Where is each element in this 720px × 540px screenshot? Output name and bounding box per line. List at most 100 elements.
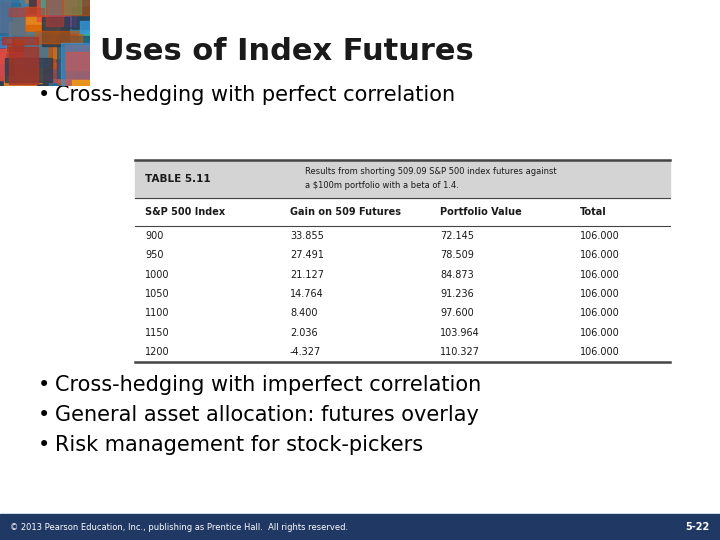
Bar (37, 0, 64, 21)
Bar (27, 25, 55, 68)
Text: 97.600: 97.600 (440, 308, 474, 319)
Text: 14.764: 14.764 (290, 289, 324, 299)
Bar (0, 40, 5, 75)
Bar (35, 31, 82, 43)
Text: Risk management for stock-pickers: Risk management for stock-pickers (55, 435, 423, 455)
Text: General asset allocation: futures overlay: General asset allocation: futures overla… (55, 405, 479, 425)
Bar (77, 0, 109, 26)
Text: Portfolio Value: Portfolio Value (440, 207, 522, 217)
Bar (58, 39, 70, 84)
Bar (7, 44, 25, 75)
Text: •: • (38, 85, 50, 105)
Bar (33, 14, 73, 46)
Text: 21.127: 21.127 (290, 269, 324, 280)
Text: 103.964: 103.964 (440, 328, 480, 338)
Text: 950: 950 (145, 250, 163, 260)
Text: 106.000: 106.000 (580, 328, 620, 338)
Bar (72, 8, 91, 29)
Text: 27.491: 27.491 (290, 250, 324, 260)
Bar (74, 43, 117, 86)
Bar (29, 0, 61, 11)
Text: a $100m portfolio with a beta of 1.4.: a $100m portfolio with a beta of 1.4. (305, 181, 459, 191)
Bar (0, 11, 38, 24)
Text: -4.327: -4.327 (290, 347, 321, 357)
Text: 1100: 1100 (145, 308, 169, 319)
Text: 1000: 1000 (145, 269, 169, 280)
Text: 1150: 1150 (145, 328, 170, 338)
Text: 2.036: 2.036 (290, 328, 318, 338)
Text: 106.000: 106.000 (580, 269, 620, 280)
Bar (66, 7, 89, 25)
Bar (74, 15, 117, 39)
Bar (0, 514, 720, 540)
Text: S&P 500 Index: S&P 500 Index (145, 207, 225, 217)
Text: 72.145: 72.145 (440, 231, 474, 241)
Bar (78, 3, 119, 18)
Bar (57, 36, 94, 78)
Text: •: • (38, 405, 50, 425)
Bar (66, 52, 116, 86)
Bar (30, 0, 75, 9)
Bar (0, 0, 24, 38)
Bar (68, 57, 78, 75)
Bar (0, 36, 27, 47)
Bar (24, 32, 48, 67)
Bar (41, 0, 81, 14)
Bar (9, 47, 37, 84)
Bar (0, 52, 24, 63)
Bar (4, 72, 36, 86)
Bar (13, 35, 52, 75)
Text: 84.873: 84.873 (440, 269, 474, 280)
Text: 8.400: 8.400 (290, 308, 318, 319)
Bar (61, 43, 111, 85)
Text: TABLE 5.11: TABLE 5.11 (145, 174, 211, 184)
Text: 33.855: 33.855 (290, 231, 324, 241)
Bar (6, 17, 19, 52)
Bar (15, 59, 42, 83)
Text: Results from shorting 509.09 S&P 500 index futures against: Results from shorting 509.09 S&P 500 ind… (305, 167, 557, 177)
Bar (63, 0, 103, 15)
Bar (45, 63, 86, 83)
Text: •: • (38, 375, 50, 395)
Text: 110.327: 110.327 (440, 347, 480, 357)
Bar (43, 57, 76, 65)
Text: Cross-hedging with imperfect correlation: Cross-hedging with imperfect correlation (55, 375, 481, 395)
Bar (5, 58, 52, 82)
Bar (50, 13, 91, 47)
Bar (0, 49, 6, 80)
Bar (78, 0, 114, 17)
Bar (62, 53, 73, 93)
Bar (55, 45, 74, 56)
Text: 1050: 1050 (145, 289, 170, 299)
Text: 5-22: 5-22 (685, 522, 710, 532)
Bar (32, 47, 52, 78)
Text: 1200: 1200 (145, 347, 170, 357)
Bar (42, 17, 68, 45)
Bar (135, 160, 670, 198)
Bar (2, 37, 38, 44)
Bar (61, 43, 93, 56)
Bar (9, 22, 49, 68)
Bar (0, 0, 18, 31)
Bar (50, 79, 74, 87)
Bar (37, 20, 68, 35)
Bar (1, 8, 17, 16)
Bar (0, 0, 10, 32)
Bar (5, 0, 44, 36)
Bar (72, 80, 89, 92)
Bar (42, 34, 61, 54)
Text: © 2013 Pearson Education, Inc., publishing as Prentice Hall.  All rights reserve: © 2013 Pearson Education, Inc., publishi… (10, 523, 348, 531)
Bar (24, 42, 40, 55)
Bar (80, 21, 127, 33)
Bar (60, 2, 72, 27)
Bar (41, 44, 50, 69)
Bar (0, 0, 31, 24)
Bar (37, 59, 84, 73)
Bar (6, 57, 17, 93)
Bar (66, 45, 92, 70)
Bar (66, 51, 81, 82)
Text: 106.000: 106.000 (580, 289, 620, 299)
Bar (60, 22, 104, 57)
Text: Cross-hedging with perfect correlation: Cross-hedging with perfect correlation (55, 85, 455, 105)
Text: 106.000: 106.000 (580, 308, 620, 319)
